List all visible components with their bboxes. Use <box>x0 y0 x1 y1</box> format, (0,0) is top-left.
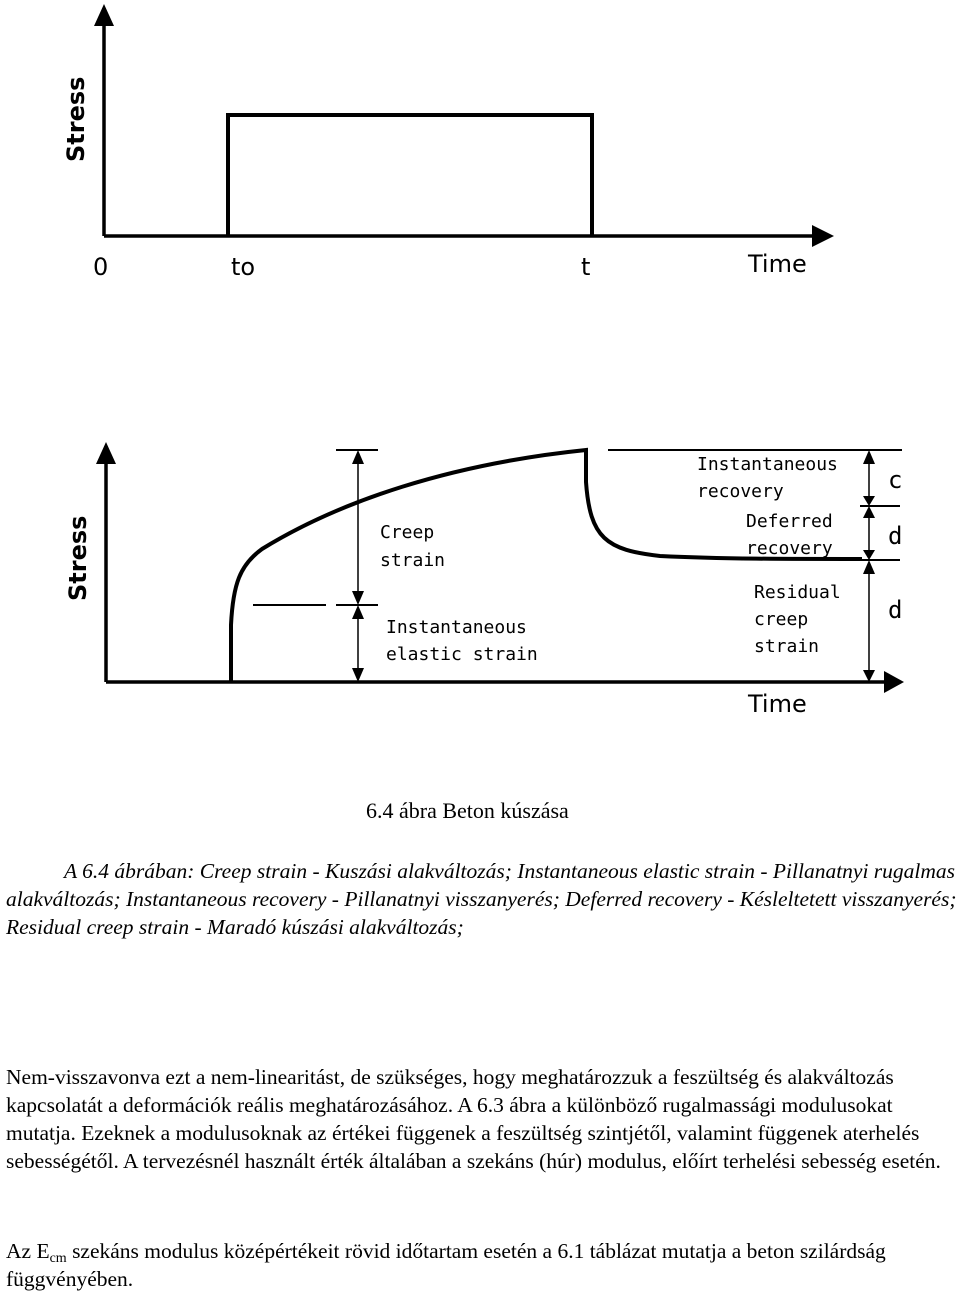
stress-axis-arrow <box>94 4 114 26</box>
deferred-recovery-label: Deferred <box>746 511 833 532</box>
time-axis-arrow <box>884 671 904 693</box>
creep-strain-label: Creep <box>380 522 434 543</box>
stress-pulse <box>226 113 594 236</box>
body-paragraph: Nem-visszavonva ezt a nem-linearitást, d… <box>6 1065 941 1173</box>
arrowhead <box>863 550 875 560</box>
stress-label-top: Stress <box>62 77 90 162</box>
residual-creep-label: creep <box>754 609 808 630</box>
stress-history-chart: Stress 0 to t Time <box>62 4 834 281</box>
tick-label-t: t <box>581 253 590 281</box>
body-paragraph-ecm: Az Ecm szekáns modulus középértékeit röv… <box>6 1237 958 1293</box>
arrowhead <box>352 450 364 464</box>
arrowhead <box>352 605 364 619</box>
glossary-paragraph: A 6.4 ábrában: Creep strain - Kuszási al… <box>6 859 957 939</box>
letter-d: d <box>888 596 902 624</box>
time-label-bottom: Time <box>747 690 807 718</box>
deferred-recovery-label: recovery <box>746 538 833 559</box>
subscript: cm <box>49 1251 67 1266</box>
arrowhead <box>352 668 364 682</box>
arrowhead <box>863 670 875 682</box>
tick-label-to: to <box>231 253 255 281</box>
tick-label-0: 0 <box>93 253 108 281</box>
creep-figure: Stress 0 to t Time Stress Time <box>62 4 904 718</box>
arrowhead <box>863 506 875 518</box>
residual-creep-label: strain <box>754 636 819 657</box>
strain-response-chart: Stress Time Creep strain Instantaneous <box>64 442 904 718</box>
stress-label-bottom: Stress <box>64 516 92 601</box>
time-label-top: Time <box>747 250 807 278</box>
residual-creep-label: Residual <box>754 582 841 603</box>
stress-axis-arrow <box>96 442 116 464</box>
instantaneous-recovery-label: Instantaneous <box>697 454 838 475</box>
arrowhead <box>863 560 875 574</box>
instantaneous-recovery-label: recovery <box>697 481 784 502</box>
letter-d: d <box>888 522 902 550</box>
arrowhead <box>863 496 875 506</box>
strain-curve <box>229 447 863 682</box>
elastic-strain-label: elastic strain <box>386 644 538 665</box>
text-segment: Az E <box>6 1239 50 1263</box>
arrowhead <box>863 450 875 464</box>
figure-caption: 6.4 ábra Beton kúszása <box>366 798 569 823</box>
elastic-strain-label: Instantaneous <box>386 617 527 638</box>
arrowhead <box>352 591 364 605</box>
text-segment: szekáns modulus középértékeit rövid időt… <box>6 1239 886 1291</box>
letter-c: c <box>888 466 902 494</box>
time-axis-arrow <box>812 225 834 247</box>
creep-strain-label: strain <box>380 550 445 571</box>
